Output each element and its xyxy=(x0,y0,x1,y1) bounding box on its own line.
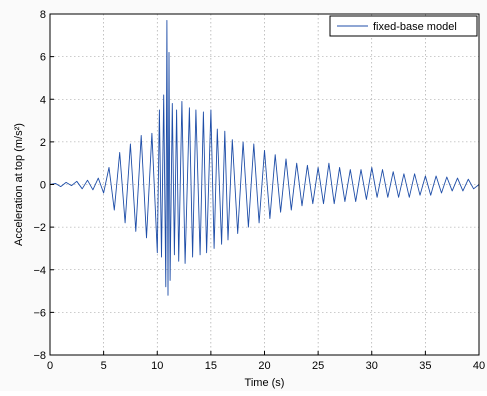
legend-label: fixed-base model xyxy=(373,21,457,33)
y-tick-label: 4 xyxy=(40,94,46,106)
legend-box xyxy=(329,15,478,37)
legend: fixed-base model xyxy=(329,15,478,37)
x-tick-label: 20 xyxy=(258,360,270,372)
y-axis-label: Acceleration at top (m/s²) xyxy=(13,123,25,246)
y-tick-label: −8 xyxy=(33,350,46,362)
x-tick-label: 5 xyxy=(101,360,107,372)
y-tick-label: 0 xyxy=(40,180,46,192)
x-tick-label: 35 xyxy=(419,360,431,372)
y-tick-label: −2 xyxy=(33,222,46,234)
grid-layer xyxy=(50,14,479,355)
x-tick-label: 25 xyxy=(312,360,324,372)
y-tick-label: −6 xyxy=(33,307,46,319)
y-tick-label: 6 xyxy=(40,52,46,64)
x-tick-label: 30 xyxy=(366,360,378,372)
series-layer xyxy=(49,19,480,296)
series-line-fixed-base-model xyxy=(49,19,480,296)
x-tick-label: 0 xyxy=(47,360,53,372)
x-tick-label: 15 xyxy=(205,360,217,372)
x-tick-label: 40 xyxy=(473,360,485,372)
tick-layer: 0 5 10 15 20 25 30 35 40 −8 −6 −4 −2 0 2 4 6 8 xyxy=(33,9,485,372)
y-tick-label: −4 xyxy=(33,265,46,277)
y-tick-label: 8 xyxy=(40,9,46,21)
x-tick-label: 10 xyxy=(151,360,163,372)
x-axis-label: Time (s) xyxy=(245,377,285,389)
y-tick-label: 2 xyxy=(40,137,46,149)
